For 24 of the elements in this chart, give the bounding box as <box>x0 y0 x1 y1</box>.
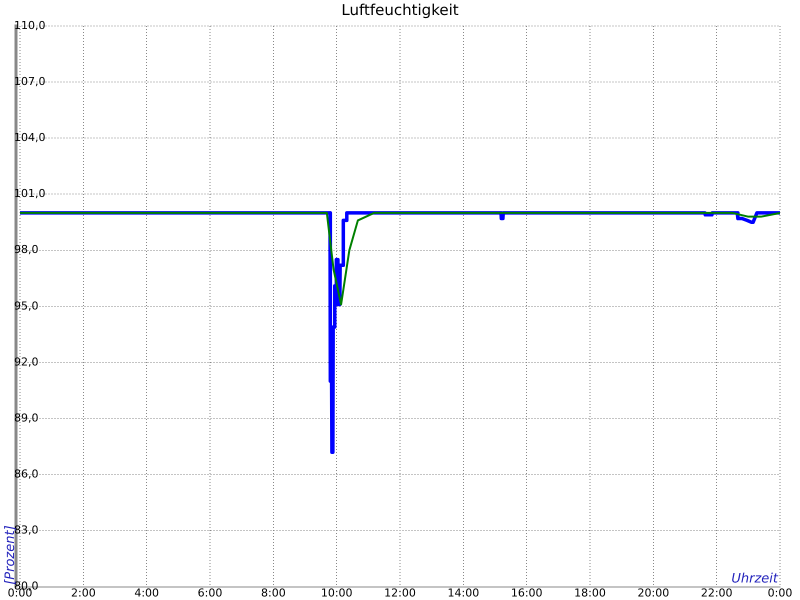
y-tick-label: 89,0 <box>14 411 38 424</box>
x-tick-label: 6:00 <box>198 586 222 600</box>
x-tick-label: 20:00 <box>637 586 670 600</box>
x-tick-label: 12:00 <box>384 586 416 600</box>
x-tick-label: 8:00 <box>260 586 286 600</box>
y-tick-label: 98,0 <box>14 243 38 256</box>
y-tick-label: 83,0 <box>14 524 38 537</box>
x-tick-label: 16:00 <box>510 586 543 600</box>
x-tick-label: 4:00 <box>134 586 160 600</box>
y-tick-label: 95,0 <box>14 299 38 312</box>
x-tick-label: 22:00 <box>700 586 733 600</box>
x-tick-label: 18:00 <box>574 586 606 600</box>
y-tick-label: 101,0 <box>14 187 46 200</box>
y-tick-label: 110,0 <box>14 18 46 32</box>
x-tick-label: 10:00 <box>320 586 353 600</box>
y-tick-label: 107,0 <box>14 74 46 88</box>
y-tick-label: 92,0 <box>14 355 38 368</box>
x-axis-title: Uhrzeit <box>731 572 779 587</box>
y-tick-label: 104,0 <box>14 131 46 144</box>
chart-title: Luftfeuchtigkeit <box>341 0 459 19</box>
x-tick-label: 0:00 <box>768 586 792 600</box>
x-tick-label: 14:00 <box>447 586 480 600</box>
x-tick-label: 2:00 <box>70 586 96 600</box>
y-tick-label: 86,0 <box>14 468 38 480</box>
